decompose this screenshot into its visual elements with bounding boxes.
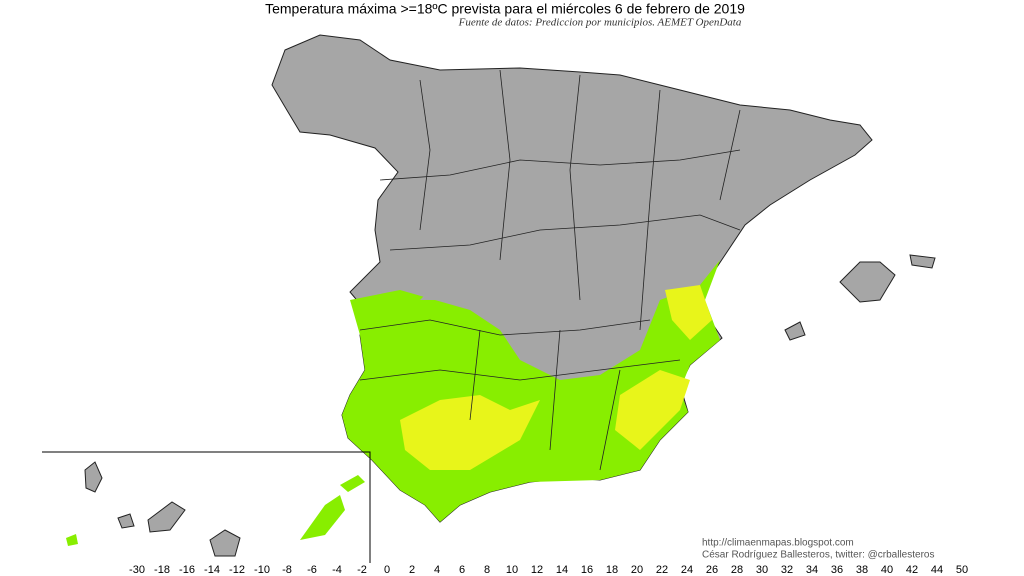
legend-label: -18 bbox=[154, 564, 170, 576]
credit-url: http://climaenmapas.blogspot.com bbox=[702, 538, 854, 549]
legend-label: 34 bbox=[806, 564, 818, 576]
legend-label: -16 bbox=[179, 564, 195, 576]
legend-label: 44 bbox=[931, 564, 943, 576]
legend-label: 28 bbox=[731, 564, 743, 576]
title: Temperatura máxima >=18ºC prevista para … bbox=[265, 1, 745, 17]
legend-label: 36 bbox=[831, 564, 843, 576]
legend-label: 42 bbox=[906, 564, 918, 576]
legend-label: 24 bbox=[681, 564, 693, 576]
legend-label: 6 bbox=[459, 564, 465, 576]
legend-label: -12 bbox=[229, 564, 245, 576]
legend-label: 4 bbox=[434, 564, 440, 576]
legend-label: -2 bbox=[357, 564, 367, 576]
legend-label: 30 bbox=[756, 564, 768, 576]
legend-label: -6 bbox=[307, 564, 317, 576]
credit-author: César Rodríguez Ballesteros, twitter: @c… bbox=[702, 550, 934, 561]
legend-label: 18 bbox=[606, 564, 618, 576]
legend-label: 22 bbox=[656, 564, 668, 576]
legend-label: 12 bbox=[531, 564, 543, 576]
legend-label: 50 bbox=[956, 564, 968, 576]
legend-label: -4 bbox=[332, 564, 342, 576]
legend-label: 0 bbox=[384, 564, 390, 576]
legend-label: 32 bbox=[781, 564, 793, 576]
legend-label: -10 bbox=[254, 564, 270, 576]
legend-label: 8 bbox=[484, 564, 490, 576]
legend-label: 20 bbox=[631, 564, 643, 576]
legend-label: -14 bbox=[204, 564, 220, 576]
canary-inset bbox=[42, 451, 371, 563]
peninsula bbox=[271, 34, 873, 523]
legend-label: 10 bbox=[506, 564, 518, 576]
legend-label: -8 bbox=[282, 564, 292, 576]
legend-label: 40 bbox=[881, 564, 893, 576]
legend-label: 38 bbox=[856, 564, 868, 576]
legend-label: 26 bbox=[706, 564, 718, 576]
legend: -30 -18 -16 -14 -12 -10 -8 -6 -4 -2 0 2 4 6 8 10 12 14 16 1… bbox=[129, 564, 968, 576]
legend-label: 2 bbox=[409, 564, 415, 576]
legend-label: 16 bbox=[581, 564, 593, 576]
legend-label: 14 bbox=[556, 564, 568, 576]
balearic-islands bbox=[784, 254, 936, 341]
subtitle: Fuente de datos: Prediccion por municipi… bbox=[458, 17, 742, 29]
legend-label: -30 bbox=[129, 564, 145, 576]
